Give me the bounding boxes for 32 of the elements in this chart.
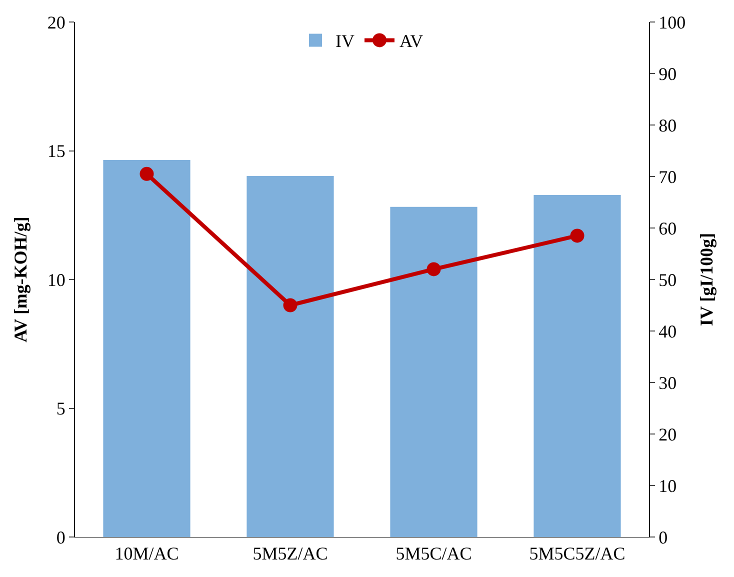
bar — [390, 206, 478, 537]
y2-tick-label: 0 — [658, 527, 668, 548]
y-tick-label: 20 — [47, 12, 66, 32]
y-tick-label: 5 — [56, 398, 66, 419]
y2-tick-label: 50 — [658, 270, 677, 290]
bar — [534, 195, 621, 537]
x-tick-label: 5M5C/AC — [396, 544, 472, 564]
y2-tick-label: 40 — [658, 321, 677, 342]
y2-tick-label: 90 — [658, 64, 677, 84]
y2-tick-label: 10 — [658, 476, 677, 496]
x-tick-label: 10M/AC — [114, 544, 179, 564]
x-tick-label: 5M5C5Z/AC — [529, 544, 626, 564]
y2-axis-title: IV [gI/100g] — [696, 232, 717, 326]
point — [570, 228, 584, 243]
point — [426, 262, 441, 276]
y2-tick-label: 70 — [658, 166, 677, 187]
legend-label: IV — [336, 31, 354, 52]
x-tick-label: 5M5Z/AC — [252, 544, 328, 564]
y2-tick-label: 80 — [658, 115, 677, 136]
y-tick-label: 10 — [47, 270, 66, 290]
bar — [246, 176, 334, 537]
point — [140, 166, 154, 181]
y-tick-label: 0 — [56, 527, 66, 548]
bar — [103, 160, 190, 537]
y2-tick-label: 30 — [658, 372, 677, 393]
y2-tick-label: 20 — [658, 424, 677, 444]
y2-tick-label: 100 — [658, 12, 686, 32]
y-axis-title: AV [mg-KOH/g] — [10, 216, 31, 342]
y2-tick-label: 60 — [658, 218, 677, 238]
y-tick-label: 15 — [47, 141, 66, 162]
point — [283, 298, 298, 312]
legend-label: AV — [400, 31, 424, 52]
